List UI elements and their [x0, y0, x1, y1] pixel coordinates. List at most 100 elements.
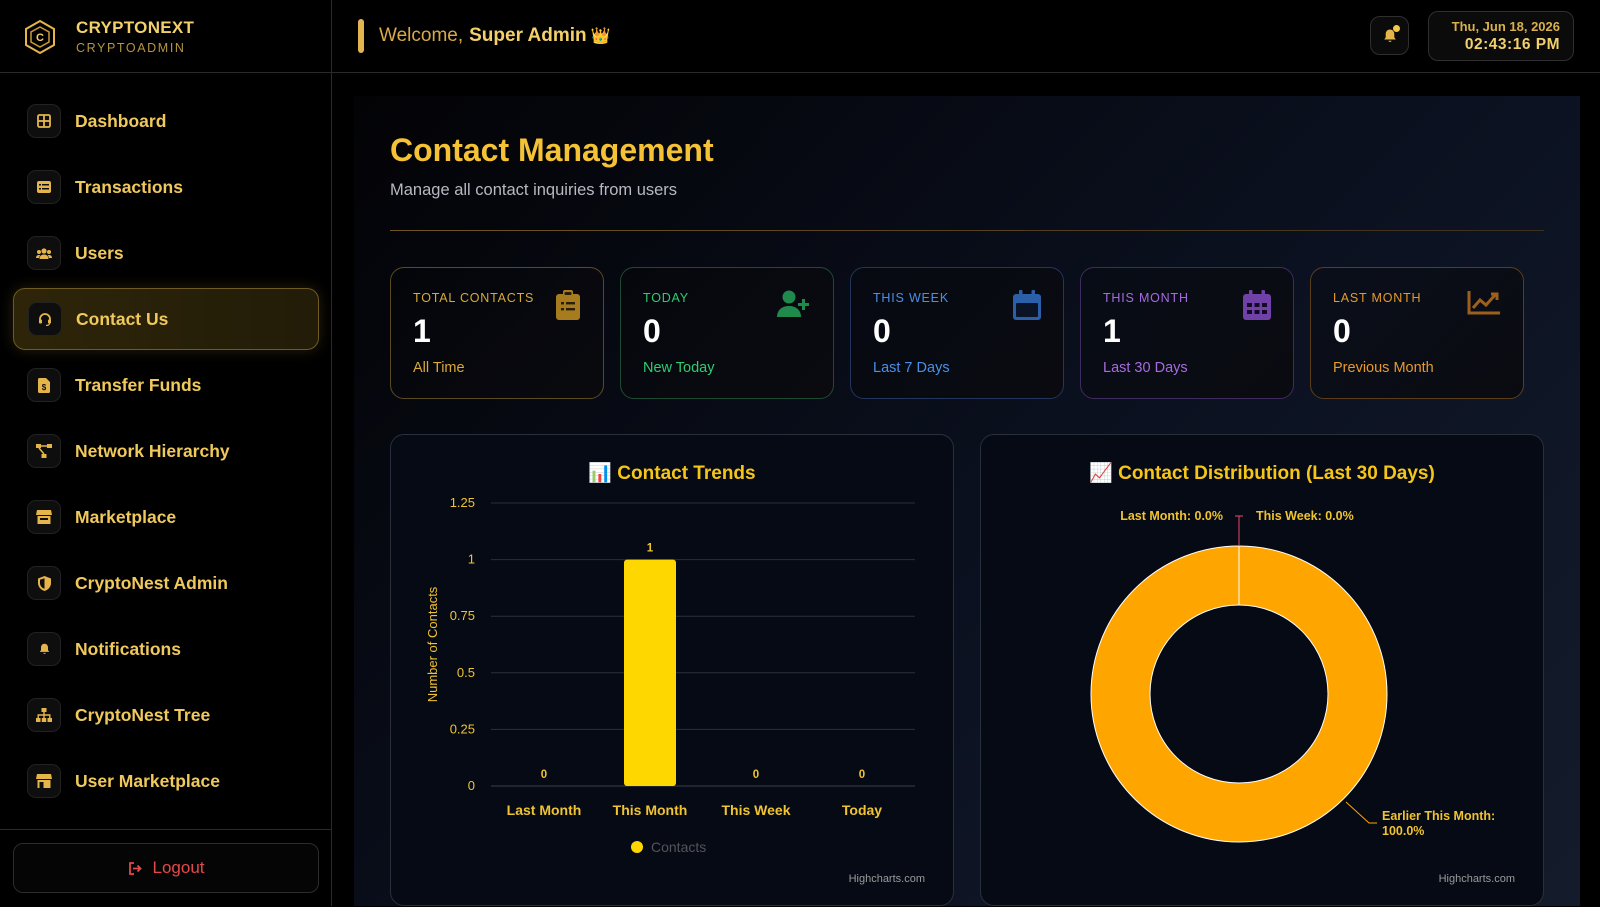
- pie-label-line: Earlier This Month:: [1382, 809, 1495, 823]
- y-tick-label: 0.5: [457, 665, 475, 680]
- brand-name: CRYPTONEXT: [76, 18, 195, 37]
- sidebar-item-notifications[interactable]: Notifications: [13, 618, 319, 680]
- current-date: Thu, Jun 18, 2026: [1451, 19, 1560, 34]
- stat-card-this-month: THIS MONTH 1 Last 30 Days: [1080, 267, 1294, 399]
- sitemap-icon: [27, 698, 61, 732]
- page-title: Contact Management: [390, 132, 714, 168]
- brand[interactable]: C CRYPTONEXT CRYPTOADMIN: [0, 0, 332, 73]
- x-tick-label: This Month: [613, 802, 688, 818]
- welcome-message: Welcome, Super Admin 👑: [358, 18, 611, 54]
- headset-icon: [28, 302, 62, 336]
- data-label: 0: [753, 769, 759, 781]
- x-tick-label: Today: [842, 802, 882, 818]
- stat-card-subtext: Last 30 Days: [1103, 360, 1188, 376]
- sidebar-item-label: Transactions: [75, 176, 183, 197]
- datetime-display: Thu, Jun 18, 2026 02:43:16 PM: [1428, 11, 1574, 61]
- sidebar: Dashboard Transactions Users Contact Us …: [0, 73, 332, 906]
- y-tick-label: 1: [468, 552, 475, 567]
- stat-card-last-month: LAST MONTH 0 Previous Month: [1310, 267, 1524, 399]
- highcharts-credit[interactable]: Highcharts.com: [848, 873, 925, 885]
- title-divider: [390, 230, 1544, 231]
- pie-slice: [1090, 545, 1388, 843]
- x-tick-label: This Week: [722, 802, 791, 818]
- stat-card-label: LAST MONTH: [1333, 291, 1422, 305]
- legend-marker: [631, 841, 643, 853]
- bar: [624, 559, 676, 786]
- contact-trends-title: 📊 Contact Trends: [588, 463, 756, 484]
- page-subtitle: Manage all contact inquiries from users: [390, 181, 678, 199]
- stat-card-value: 0: [1333, 313, 1351, 349]
- stat-card-value: 1: [1103, 313, 1121, 349]
- stat-card-label: THIS MONTH: [1103, 291, 1189, 305]
- notification-dot: [1393, 25, 1400, 32]
- contact-distribution-panel: 📈 Contact Distribution (Last 30 Days) La…: [980, 434, 1544, 906]
- contact-distribution-chart: Last Month: 0.0% This Week: 0.0% Earlier T…: [1090, 509, 1495, 843]
- list-icon: [27, 170, 61, 204]
- welcome-text: Welcome,: [379, 25, 464, 46]
- sidebar-item-network-hierarchy[interactable]: Network Hierarchy: [13, 420, 319, 482]
- sidebar-item-contact-us[interactable]: Contact Us: [13, 288, 319, 350]
- clipboard-icon: [556, 290, 580, 320]
- sidebar-item-user-marketplace[interactable]: User Marketplace: [13, 750, 319, 812]
- stat-card-total-contacts: TOTAL CONTACTS 1 All Time: [390, 267, 604, 399]
- brand-subtitle: CRYPTOADMIN: [76, 41, 186, 55]
- sidebar-item-label: User Marketplace: [75, 770, 220, 791]
- top-bar: C CRYPTONEXT CRYPTOADMIN Welcome, Super …: [0, 0, 1600, 73]
- sidebar-divider: [0, 829, 332, 830]
- sidebar-item-label: CryptoNest Admin: [75, 572, 228, 593]
- network-icon: [27, 434, 61, 468]
- y-tick-label: 0: [468, 778, 475, 793]
- notifications-button[interactable]: [1370, 16, 1409, 55]
- contact-distribution-title: 📈 Contact Distribution (Last 30 Days): [1089, 463, 1435, 484]
- legend-item: Contacts: [651, 839, 706, 855]
- sidebar-item-label: Network Hierarchy: [75, 440, 230, 461]
- svg-text:C: C: [36, 32, 44, 44]
- pie-label: Last Month: 0.0%: [1120, 509, 1223, 523]
- cryptonext-logo-icon: C: [25, 19, 55, 54]
- crown-icon: 👑: [590, 28, 611, 45]
- pie-label: This Week: 0.0%: [1256, 509, 1354, 523]
- data-label: 0: [541, 769, 547, 781]
- stat-card-label: TODAY: [643, 291, 689, 305]
- store-icon: [27, 500, 61, 534]
- sidebar-item-label: CryptoNest Tree: [75, 704, 211, 725]
- sidebar-item-cryptonest-tree[interactable]: CryptoNest Tree: [13, 684, 319, 746]
- sidebar-item-users[interactable]: Users: [13, 222, 319, 284]
- stat-card-label: THIS WEEK: [873, 291, 949, 305]
- bell-icon: [27, 632, 61, 666]
- shield-icon: [27, 566, 61, 600]
- pie-label-line: 100.0%: [1382, 824, 1424, 838]
- main-content: Contact Management Manage all contact in…: [354, 96, 1580, 906]
- calendar-icon: [1013, 290, 1041, 320]
- contact-trends-chart: 0 0.25 0.5 0.75 1 1.25 Number of Contacts 0 Last…: [425, 495, 915, 855]
- sidebar-item-dashboard[interactable]: Dashboard: [13, 90, 319, 152]
- highcharts-credit[interactable]: Highcharts.com: [1438, 873, 1515, 885]
- sidebar-item-marketplace[interactable]: Marketplace: [13, 486, 319, 548]
- shop-icon: [27, 764, 61, 798]
- stat-card-value: 0: [873, 313, 891, 349]
- sidebar-item-transfer-funds[interactable]: $ Transfer Funds: [13, 354, 319, 416]
- contact-trends-panel: 📊 Contact Trends 0 0.25 0.5 0.75 1 1.25 Number…: [390, 434, 954, 906]
- user-plus-icon: [777, 290, 809, 317]
- stat-card-value: 1: [413, 313, 431, 349]
- sidebar-item-label: Notifications: [75, 638, 181, 659]
- y-tick-label: 0.25: [450, 721, 475, 736]
- pie-label: Earlier This Month: 100.0%: [1382, 809, 1495, 838]
- data-label: 1: [647, 543, 654, 555]
- sidebar-item-cryptonest-admin[interactable]: CryptoNest Admin: [13, 552, 319, 614]
- y-axis-label: Number of Contacts: [425, 586, 440, 702]
- logout-label: Logout: [152, 858, 205, 877]
- sidebar-item-label: Marketplace: [75, 506, 177, 527]
- sidebar-item-transactions[interactable]: Transactions: [13, 156, 319, 218]
- sidebar-item-label: Contact Us: [76, 308, 169, 329]
- logout-button[interactable]: Logout: [13, 843, 319, 893]
- current-time: 02:43:16 PM: [1464, 36, 1560, 53]
- stat-card-label: TOTAL CONTACTS: [413, 291, 535, 305]
- chart-line-icon: [1467, 291, 1500, 315]
- stat-card-today: TODAY 0 New Today: [620, 267, 834, 399]
- welcome-accent-bar: [358, 19, 364, 53]
- stat-card-value: 0: [643, 313, 661, 349]
- sidebar-item-label: Transfer Funds: [75, 374, 202, 395]
- data-label: 0: [859, 769, 865, 781]
- bell-icon: [1383, 29, 1396, 42]
